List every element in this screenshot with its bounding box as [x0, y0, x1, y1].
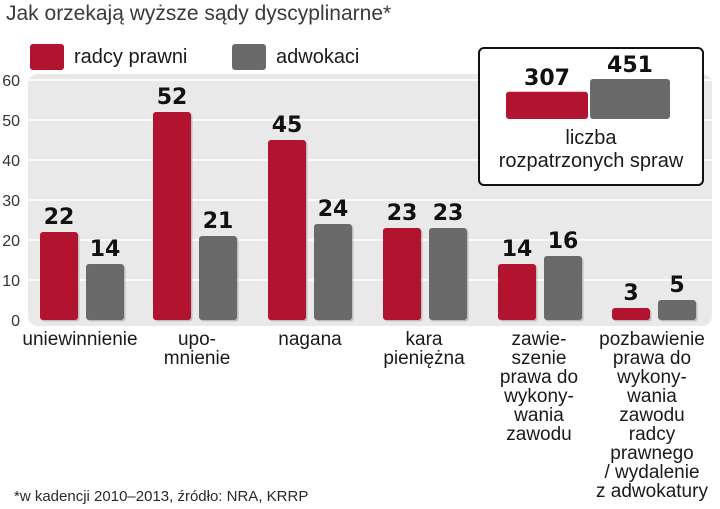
bar-adwokaci: [429, 228, 467, 320]
data-label: 52: [157, 85, 188, 110]
category-label: pozbawienie prawa do wykony- wania zawod…: [596, 329, 708, 502]
footnote: *w kadencji 2010–2013, źródło: NRA, KRRP: [14, 488, 309, 505]
data-label: 24: [318, 197, 349, 222]
data-label: 3: [623, 281, 638, 306]
total-value-label: 307: [524, 66, 570, 91]
bar-adwokaci: [199, 236, 237, 320]
y-tick-label: 0: [11, 313, 20, 330]
category-label: kara pieniężna: [383, 329, 465, 369]
bar-radcy-prawni: [498, 264, 536, 320]
legend-swatch-radcy-prawni: [30, 44, 64, 70]
category-label: zawie- szenie prawa do wykony- wania zaw…: [499, 329, 579, 445]
bar-radcy-prawni: [612, 308, 650, 320]
bar-adwokaci: [544, 256, 582, 320]
data-label: 16: [548, 229, 579, 254]
bar-adwokaci: [658, 300, 696, 320]
chart-title: Jak orzekają wyższe sądy dyscyplinarne*: [6, 2, 392, 25]
category-label: uniewinnienie: [22, 329, 138, 350]
data-label: 23: [387, 201, 418, 226]
y-tick-label: 60: [2, 73, 20, 90]
legend-item-radcy-prawni: radcy prawni: [30, 44, 187, 70]
data-label: 21: [203, 209, 234, 234]
bar-radcy-prawni: [153, 112, 191, 320]
bar-adwokaci: [314, 224, 352, 320]
legend-label-adwokaci: adwokaci: [276, 45, 360, 68]
total-bar-radcy-prawni: [506, 91, 588, 119]
data-label: 23: [433, 201, 464, 226]
data-label: 5: [669, 273, 684, 298]
bar-radcy-prawni: [383, 228, 421, 320]
bar-radcy-prawni: [40, 232, 78, 320]
y-tick-label: 50: [2, 113, 20, 130]
total-cases-caption: liczba rozpatrzonych spraw: [498, 127, 684, 172]
total-cases-box: 307 451 liczba rozpatrzonych spraw: [478, 47, 704, 186]
legend-swatch-adwokaci: [232, 44, 266, 70]
y-tick-label: 30: [2, 193, 20, 210]
y-tick-label: 10: [2, 273, 20, 290]
total-bar-adwokaci: [590, 79, 670, 119]
total-cases-bars: 307 451: [506, 53, 670, 119]
data-label: 45: [272, 113, 303, 138]
data-label: 14: [90, 237, 121, 262]
bar-radcy-prawni: [268, 140, 306, 320]
total-value-label: 451: [607, 53, 653, 78]
data-label: 22: [44, 205, 75, 230]
y-tick-label: 20: [2, 233, 20, 250]
category-label: upo- mnienie: [163, 329, 231, 369]
legend-item-adwokaci: adwokaci: [232, 44, 359, 70]
legend-label-radcy-prawni: radcy prawni: [74, 45, 188, 68]
data-label: 14: [502, 237, 533, 262]
y-tick-label: 40: [2, 153, 20, 170]
bar-adwokaci: [86, 264, 124, 320]
category-label: nagana: [278, 329, 342, 350]
